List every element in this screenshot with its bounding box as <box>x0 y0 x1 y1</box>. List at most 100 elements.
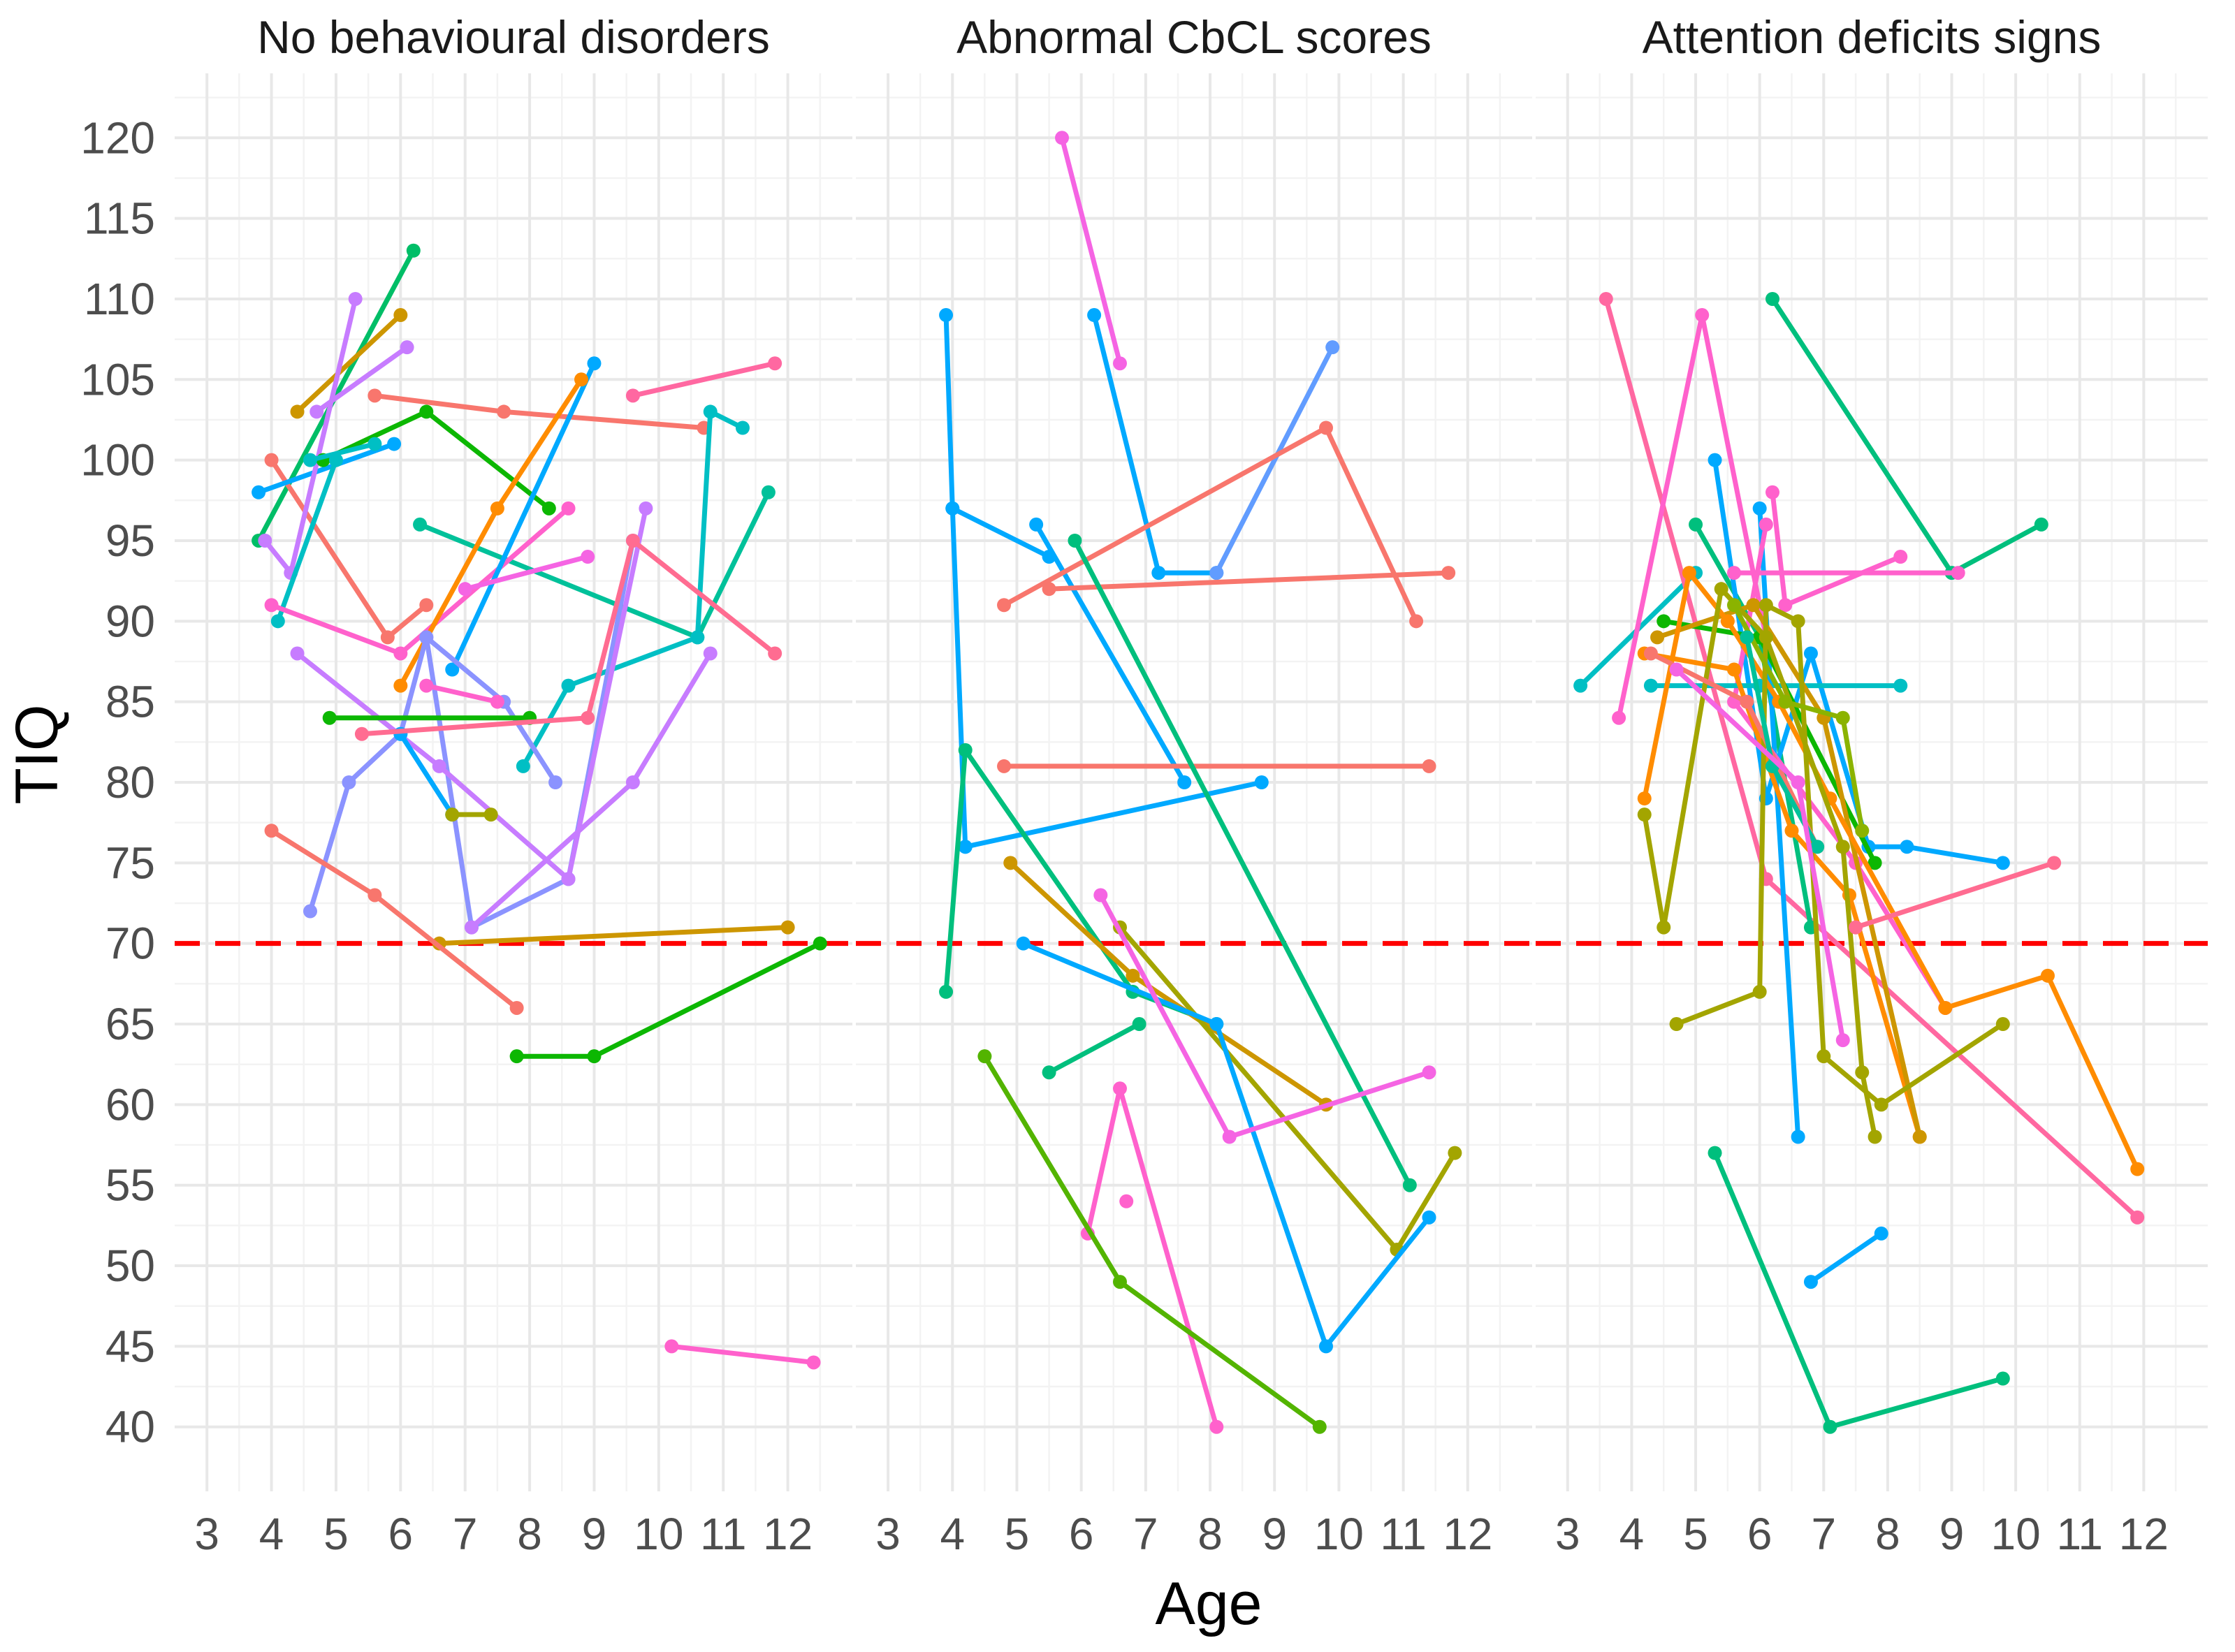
x-tick-label: 6 <box>1069 1509 1094 1559</box>
data-point <box>735 421 750 435</box>
data-point <box>367 437 382 451</box>
x-tick-label: 11 <box>1380 1509 1426 1559</box>
data-point <box>703 404 718 419</box>
series-line <box>275 458 339 624</box>
data-point <box>587 356 602 371</box>
data-point <box>780 920 795 935</box>
data-point <box>1900 840 1914 854</box>
data-point <box>1893 550 1908 564</box>
y-tick-label: 110 <box>84 274 155 324</box>
data-point <box>1209 1017 1224 1032</box>
series-line <box>359 538 778 737</box>
x-tick-label: 12 <box>763 1509 813 1559</box>
data-point <box>1441 566 1456 580</box>
series <box>458 550 595 597</box>
series <box>1068 533 1417 1192</box>
y-tick-label: 90 <box>105 596 155 646</box>
data-point <box>1599 291 1613 306</box>
series <box>419 678 504 709</box>
series-line <box>1047 570 1451 592</box>
series-line <box>1072 538 1413 1188</box>
series <box>516 404 750 773</box>
series <box>270 453 343 629</box>
data-point <box>1695 308 1710 323</box>
data-point <box>1669 662 1684 677</box>
data-point <box>1055 131 1070 145</box>
data-point <box>1765 485 1779 499</box>
series <box>1708 1146 2010 1434</box>
data-point <box>977 1049 992 1064</box>
series <box>264 453 434 645</box>
data-point <box>1720 614 1735 629</box>
series <box>997 421 1424 629</box>
y-tick-label: 105 <box>80 354 155 404</box>
data-point <box>1093 888 1108 902</box>
series-line <box>1059 135 1123 366</box>
series <box>290 501 653 886</box>
x-tick-label: 5 <box>1005 1509 1030 1559</box>
data-point <box>1657 614 1671 629</box>
series <box>1803 1226 1888 1289</box>
series <box>445 356 602 677</box>
data-point <box>1126 968 1140 983</box>
data-point <box>509 1049 524 1064</box>
panel-title: No behavioural disorders <box>257 11 770 63</box>
series <box>1650 598 1927 1144</box>
data-point <box>1068 533 1082 548</box>
data-point <box>1657 920 1671 935</box>
data-point <box>1422 1065 1436 1080</box>
data-point <box>541 501 556 516</box>
y-axis-title: TIQ <box>3 704 71 804</box>
data-point <box>264 453 279 467</box>
x-tick-label: 3 <box>194 1509 219 1559</box>
series <box>464 646 718 935</box>
data-point <box>1938 1000 1953 1015</box>
data-point <box>1042 582 1056 597</box>
series-line <box>437 925 791 946</box>
panel-title: Abnormal CbCL scores <box>956 11 1432 63</box>
data-point <box>1643 678 1658 693</box>
data-point <box>1778 598 1793 613</box>
series <box>303 437 382 467</box>
data-point <box>1209 1419 1224 1434</box>
x-tick-labels: 3 4 5 6 7 8 9 10 11 12 <box>1555 1509 2169 1559</box>
series <box>1599 291 2145 1225</box>
data-point <box>406 243 421 258</box>
series-line <box>1731 602 1865 833</box>
x-tick-label: 9 <box>582 1509 607 1559</box>
series-line <box>1033 522 1187 785</box>
data-point <box>1714 582 1728 597</box>
series <box>432 920 795 951</box>
data-point <box>483 807 498 822</box>
y-tick-label: 70 <box>105 919 155 969</box>
series-line <box>1808 1231 1884 1285</box>
series-group <box>252 243 827 1370</box>
data-point <box>509 1000 524 1015</box>
data-point <box>1855 824 1870 838</box>
data-point <box>1810 840 1825 854</box>
data-point <box>561 872 576 886</box>
data-point <box>1222 1130 1237 1144</box>
series-group <box>939 131 1462 1434</box>
x-tick-label: 9 <box>1262 1509 1287 1559</box>
data-point <box>393 308 408 323</box>
data-point <box>664 1339 679 1354</box>
series <box>664 1339 821 1370</box>
x-tick-label: 11 <box>700 1509 746 1559</box>
x-axis-title: Age <box>1155 1570 1262 1637</box>
data-point <box>1318 1339 1333 1354</box>
data-point <box>310 404 324 419</box>
data-point <box>432 759 446 773</box>
data-point <box>354 726 369 741</box>
data-point <box>1791 614 1805 629</box>
data-point <box>587 1049 602 1064</box>
series-line <box>1047 1021 1142 1075</box>
series-line <box>1021 941 1432 1349</box>
data-point <box>303 904 317 919</box>
x-tick-label: 4 <box>259 1509 284 1559</box>
data-point <box>387 437 402 451</box>
y-tick-label: 75 <box>105 838 155 888</box>
series <box>316 404 556 516</box>
data-point <box>1740 630 1754 645</box>
